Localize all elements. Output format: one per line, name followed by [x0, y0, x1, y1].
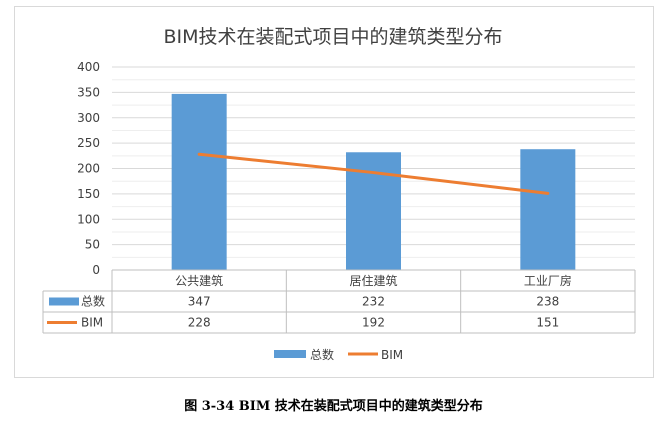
- table-cell-value: 151: [536, 316, 559, 330]
- table-series-name: 总数: [81, 294, 105, 309]
- y-tick-label: 350: [77, 85, 100, 99]
- chart: BIM技术在装配式项目中的建筑类型分布 0 50 100 150 200 250 300 35…: [42, 26, 636, 362]
- y-tick-label: 150: [77, 187, 100, 201]
- chart-title: BIM技术在装配式项目中的建筑类型分布: [163, 26, 502, 48]
- y-tick-label: 0: [92, 263, 100, 277]
- y-tick-label: 200: [77, 162, 100, 176]
- y-tick-label: 250: [77, 136, 100, 150]
- legend-label: BIM: [381, 348, 403, 362]
- table-legend-swatch: [49, 297, 79, 306]
- figure-caption: 图 3-34 BIM 技术在装配式项目中的建筑类型分布: [184, 399, 483, 414]
- y-tick-label: 400: [77, 60, 100, 74]
- bar: [520, 149, 576, 270]
- legend: 总数 BIM: [274, 347, 403, 362]
- y-tick-label: 300: [77, 111, 100, 125]
- bim-line: [197, 152, 550, 195]
- legend-label: 总数: [310, 347, 334, 362]
- chart-frame: BIM技术在装配式项目中的建筑类型分布 0 50 100 150 200 250 300 35…: [14, 6, 654, 378]
- legend-swatch-bar: [274, 350, 306, 358]
- x-category-label: 居住建筑: [349, 273, 397, 288]
- table-series-name: BIM: [81, 316, 103, 330]
- table-cell-value: 347: [188, 295, 211, 309]
- y-tick-labels: 0 50 100 150 200 250 300 350 400: [77, 60, 100, 277]
- line-series: [197, 152, 550, 195]
- table-cell-value: 228: [188, 316, 211, 330]
- y-tick-label: 50: [85, 238, 100, 252]
- x-category-label: 公共建筑: [175, 273, 223, 288]
- table-cell-value: 238: [536, 295, 559, 309]
- table-cell-value: 192: [362, 316, 385, 330]
- y-tick-label: 100: [77, 212, 100, 226]
- table-cell-value: 232: [362, 295, 385, 309]
- bar-series: [171, 93, 576, 271]
- bar: [171, 93, 227, 271]
- x-category-label: 工业厂房: [524, 273, 572, 288]
